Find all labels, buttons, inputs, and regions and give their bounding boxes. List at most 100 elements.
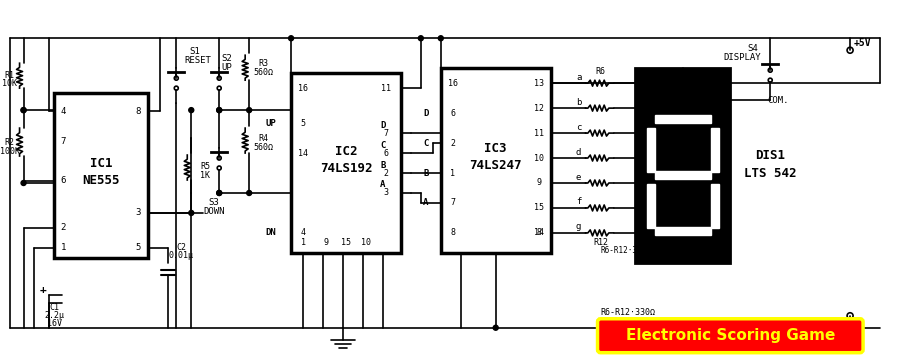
Circle shape [189,108,194,113]
Circle shape [246,108,252,113]
Text: S2: S2 [222,54,233,63]
Circle shape [246,190,252,195]
Text: A: A [380,180,386,189]
Circle shape [217,108,222,113]
Text: 10: 10 [534,154,544,163]
Text: c: c [576,122,582,132]
Text: C: C [380,141,386,150]
Text: 10K: 10K [2,79,17,88]
Bar [711,184,719,228]
Text: 9: 9 [536,179,541,188]
Text: R6-R12·330Ω: R6-R12·330Ω [601,308,655,317]
Text: 2: 2 [450,139,455,147]
Text: 2.2μ: 2.2μ [44,311,65,320]
Text: R1: R1 [4,71,14,80]
Text: +: + [40,285,46,295]
Circle shape [494,325,498,330]
Circle shape [217,190,222,195]
Bar [54,93,148,258]
Text: 12: 12 [534,103,544,113]
Text: 14: 14 [534,228,544,237]
Text: R6: R6 [595,67,606,76]
Text: b: b [576,98,582,107]
Text: 13: 13 [534,79,544,88]
Text: 15: 15 [341,238,351,247]
Text: 15: 15 [534,203,544,212]
Text: 6: 6 [61,176,67,185]
Text: 16: 16 [448,79,458,88]
Text: 560Ω: 560Ω [254,68,273,77]
Circle shape [21,108,26,113]
Circle shape [21,180,26,185]
Text: 16V: 16V [47,319,62,328]
Text: 8: 8 [136,107,141,116]
Text: C: C [423,139,429,147]
Circle shape [439,36,443,41]
Text: 4: 4 [300,228,306,237]
Text: 10: 10 [360,238,371,247]
Text: B: B [380,160,386,170]
Text: IC3: IC3 [485,142,507,155]
Text: IC1: IC1 [90,157,112,170]
Text: 11: 11 [381,84,391,93]
Circle shape [289,36,294,41]
Text: +5V: +5V [853,38,871,48]
Text: DN: DN [266,228,277,237]
Text: 74LS247: 74LS247 [469,159,522,172]
Circle shape [217,108,222,113]
Text: 14: 14 [298,149,308,158]
Circle shape [418,36,423,41]
Text: RESET: RESET [185,56,211,65]
Text: IC2: IC2 [334,145,357,158]
Text: 16: 16 [298,84,308,93]
Text: S4: S4 [747,44,758,53]
Text: 0.01μ: 0.01μ [169,251,194,260]
Text: UP: UP [222,63,233,72]
Circle shape [217,190,222,195]
Text: 6: 6 [450,108,455,118]
Text: 6: 6 [383,149,388,158]
Text: 1: 1 [450,169,455,178]
Text: 1K: 1K [200,170,210,179]
Text: DOWN: DOWN [203,207,225,217]
Text: 8: 8 [450,228,455,237]
Text: UP: UP [266,118,277,127]
Text: 9: 9 [324,238,328,247]
Text: R5: R5 [200,161,210,170]
Text: 5: 5 [136,243,141,252]
Bar [654,227,711,235]
Text: 3: 3 [383,188,388,198]
Text: C1: C1 [49,303,59,312]
Text: 8: 8 [536,228,541,237]
FancyBboxPatch shape [598,319,863,353]
Text: D: D [380,121,386,130]
Text: COM.: COM. [768,96,789,105]
Text: 5: 5 [300,118,306,127]
Bar [441,68,550,253]
Circle shape [189,211,194,216]
Text: R4: R4 [258,134,268,142]
Text: R2: R2 [4,137,14,146]
Circle shape [21,108,26,113]
Text: 100K: 100K [0,146,20,155]
Text: 74LS192: 74LS192 [320,161,372,174]
Text: d: d [576,147,582,156]
Text: B: B [423,169,429,178]
Text: 1: 1 [61,243,67,252]
Text: S3: S3 [209,198,219,207]
Text: 3: 3 [136,208,141,217]
Text: D: D [423,108,429,118]
Text: 7: 7 [61,136,67,146]
Text: R3: R3 [258,59,268,68]
Text: A: A [423,198,429,207]
Text: C2: C2 [176,243,186,252]
Bar [636,68,730,263]
Bar [711,127,719,172]
Text: a: a [576,73,582,82]
Text: e: e [576,173,582,182]
Text: 1: 1 [300,238,306,247]
Text: 560Ω: 560Ω [254,142,273,151]
Text: g: g [576,222,582,231]
Text: S1: S1 [189,47,200,56]
Text: NE555: NE555 [82,174,120,187]
